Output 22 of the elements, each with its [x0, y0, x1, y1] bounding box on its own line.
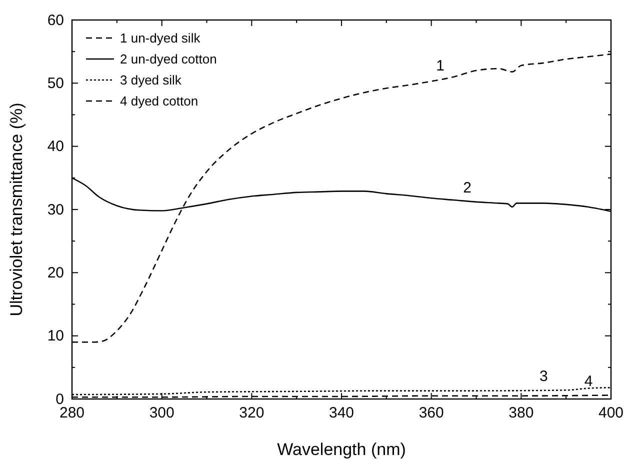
- x-axis-title: Wavelength (nm): [277, 440, 406, 459]
- y-tick-label: 60: [47, 12, 64, 29]
- y-tick-label: 50: [47, 74, 64, 92]
- legend-label: 3 dyed silk: [120, 72, 182, 88]
- legend-label: 2 un-dyed cotton: [120, 52, 217, 67]
- y-axis-title: Ultroviolet transmittance (%): [7, 102, 26, 316]
- annotation: 1: [436, 57, 444, 74]
- y-tick-label: 20: [47, 264, 64, 282]
- legend-label: 4 dyed cotton: [120, 94, 198, 109]
- y-tick-label: 30: [47, 201, 64, 218]
- y-tick-label: 10: [47, 328, 64, 345]
- x-tick-label: 320: [239, 404, 264, 422]
- x-tick-label: 400: [598, 404, 624, 422]
- annotation: 4: [584, 373, 593, 390]
- x-tick-label: 300: [149, 404, 174, 422]
- x-tick-label: 340: [328, 404, 354, 422]
- y-tick-label: 40: [47, 138, 64, 156]
- legend-label: 1 un-dyed silk: [120, 30, 201, 46]
- x-tick-label: 360: [418, 404, 444, 422]
- annotation: 3: [539, 368, 548, 386]
- x-tick-label: 380: [508, 404, 534, 422]
- annotation: 2: [463, 179, 472, 196]
